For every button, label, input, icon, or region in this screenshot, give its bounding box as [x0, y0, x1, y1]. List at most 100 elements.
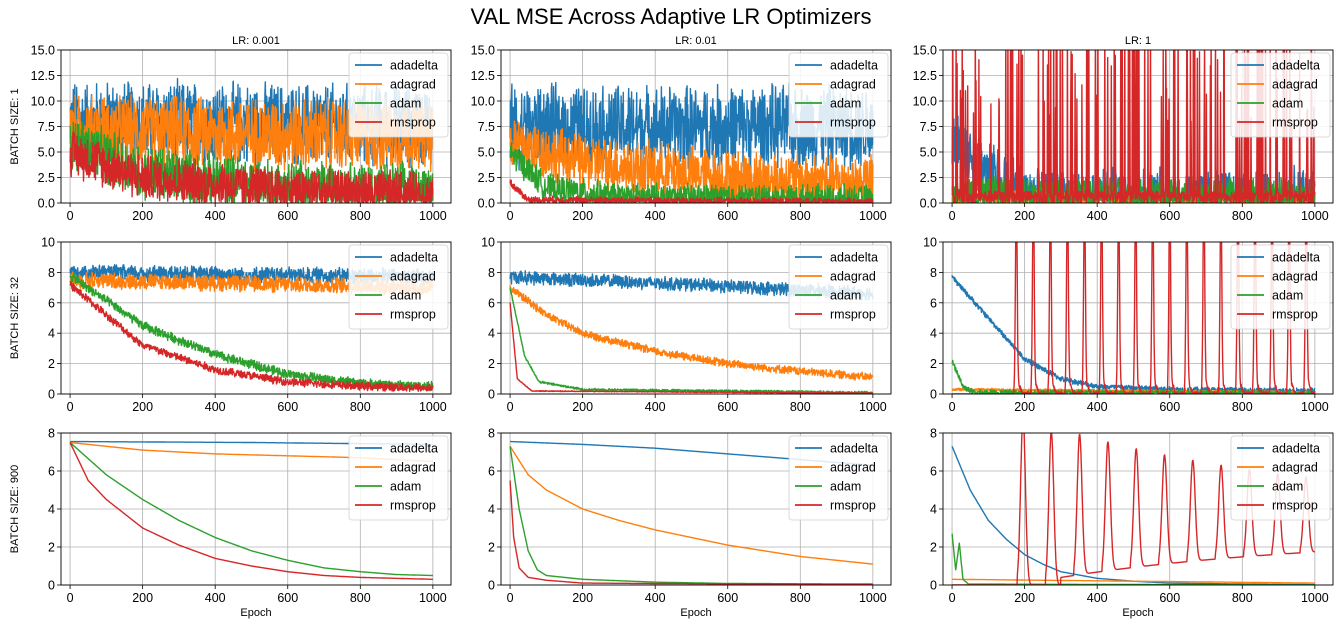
x-tick-label: 600 [717, 209, 738, 223]
y-tick-label: 0 [48, 388, 55, 402]
x-tick-label: 600 [1159, 209, 1180, 223]
series-line-adagrad [509, 120, 874, 203]
y-tick-label: 0 [488, 388, 495, 402]
x-tick-label: 1000 [859, 591, 887, 605]
x-tick-label: 1000 [859, 209, 887, 223]
panel-r1-c1: 0 200 400 600 800 1000 0 2 4 6 8 10 adadelta adagrad a… [481, 236, 892, 414]
x-tick-label: 600 [277, 591, 298, 605]
legend-label-adagrad: adagrad [1272, 461, 1318, 475]
x-tick-label: 200 [572, 209, 593, 223]
x-tick-label: 200 [572, 591, 593, 605]
x-tick-label: 600 [277, 209, 298, 223]
series-line-rmsprop [509, 480, 874, 585]
x-tick-label: 800 [790, 400, 811, 414]
x-tick-label: 600 [1159, 591, 1180, 605]
legend-label-adam: adam [1272, 480, 1303, 494]
y-tick-label: 0 [930, 388, 937, 402]
x-tick-label: 800 [1232, 400, 1253, 414]
x-tick-label: 200 [1014, 591, 1035, 605]
y-tick-label: 12.5 [913, 69, 937, 83]
x-tick-label: 0 [67, 400, 74, 414]
legend-label-adadelta: adadelta [390, 442, 438, 456]
y-tick-label: 4 [48, 327, 55, 341]
y-tick-label: 4 [488, 327, 495, 341]
row-label: BATCH SIZE: 900 [9, 465, 21, 553]
row-label: BATCH SIZE: 1 [9, 88, 21, 164]
y-tick-label: 0.0 [478, 197, 495, 211]
column-title: LR: 0.01 [675, 35, 717, 47]
series-line-adagrad [509, 445, 874, 565]
axes-frame [942, 432, 1334, 586]
x-tick-label: 1000 [1301, 400, 1329, 414]
x-tick-label: 400 [205, 591, 226, 605]
x-tick-label: 600 [717, 400, 738, 414]
legend-label-adagrad: adagrad [830, 78, 876, 92]
panel-r2-c0: 0 200 400 600 800 1000 0 2 4 6 8 adadelta adagrad ada… [9, 427, 452, 619]
legend-label-adam: adam [1272, 289, 1303, 303]
y-tick-label: 2.5 [478, 171, 495, 185]
x-tick-label: 400 [645, 591, 666, 605]
legend-box [348, 435, 449, 521]
legend-label-adagrad: adagrad [390, 78, 436, 92]
y-tick-label: 10.0 [471, 95, 495, 109]
y-tick-label: 10.0 [31, 95, 55, 109]
figure-title: VAL MSE Across Adaptive LR Optimizers [470, 4, 872, 29]
x-tick-label: 400 [645, 209, 666, 223]
legend-label-adagrad: adagrad [830, 461, 876, 475]
x-axis-label: Epoch [680, 607, 711, 619]
y-tick-label: 6 [488, 465, 495, 479]
axes-frame [942, 49, 1334, 204]
axes-frame [500, 49, 892, 204]
y-tick-label: 10.0 [913, 95, 937, 109]
legend-label-adagrad: adagrad [390, 270, 436, 284]
x-tick-label: 400 [1087, 400, 1108, 414]
y-tick-label: 12.5 [471, 69, 495, 83]
x-axis-label: Epoch [1122, 607, 1153, 619]
y-tick-label: 10 [481, 236, 495, 250]
y-tick-label: 7.5 [920, 120, 937, 134]
legend-label-rmsprop: rmsprop [390, 116, 436, 130]
legend-box [788, 435, 889, 521]
y-tick-label: 8 [488, 266, 495, 280]
column-title: LR: 1 [1125, 35, 1151, 47]
legend-label-adam: adam [390, 480, 421, 494]
x-tick-label: 0 [949, 400, 956, 414]
x-tick-label: 600 [717, 591, 738, 605]
x-tick-label: 800 [790, 591, 811, 605]
legend-label-adagrad: adagrad [1272, 270, 1318, 284]
legend-label-rmsprop: rmsprop [830, 116, 876, 130]
legend-label-adadelta: adadelta [830, 59, 878, 73]
y-tick-label: 2.5 [38, 171, 55, 185]
x-tick-label: 1000 [1301, 209, 1329, 223]
series-line-adam [69, 442, 434, 577]
y-tick-label: 7.5 [38, 120, 55, 134]
legend-box [788, 244, 889, 330]
legend-label-adam: adam [1272, 97, 1303, 111]
panel-r0-c0: 0 200 400 600 800 1000 0.0 2.5 5.0 7.5 10.0 12.5 15.… [9, 35, 452, 223]
y-tick-label: 0.0 [920, 197, 937, 211]
legend-label-rmsprop: rmsprop [1272, 308, 1318, 322]
legend-box [348, 244, 449, 330]
legend-label-adam: adam [830, 289, 861, 303]
y-tick-label: 4 [930, 327, 937, 341]
legend-box [1230, 435, 1331, 521]
x-tick-label: 0 [507, 209, 514, 223]
y-tick-label: 8 [48, 266, 55, 280]
series-line-rmsprop [69, 131, 434, 203]
x-tick-label: 0 [67, 591, 74, 605]
x-tick-label: 1000 [419, 400, 447, 414]
y-tick-label: 8 [930, 266, 937, 280]
x-tick-label: 800 [1232, 591, 1253, 605]
series-line-rmsprop [509, 302, 874, 394]
y-tick-label: 0 [48, 579, 55, 593]
x-tick-label: 1000 [1301, 591, 1329, 605]
panel-r2-c2: 0 200 400 600 800 1000 0 2 4 6 8 adadelta adagrad ada… [930, 427, 1334, 619]
y-tick-label: 4 [488, 503, 495, 517]
axes-frame [60, 49, 452, 204]
legend-box [1230, 52, 1331, 138]
legend-box [788, 52, 889, 138]
y-tick-label: 6 [48, 296, 55, 310]
x-tick-label: 400 [1087, 209, 1108, 223]
y-tick-label: 15.0 [913, 44, 937, 58]
